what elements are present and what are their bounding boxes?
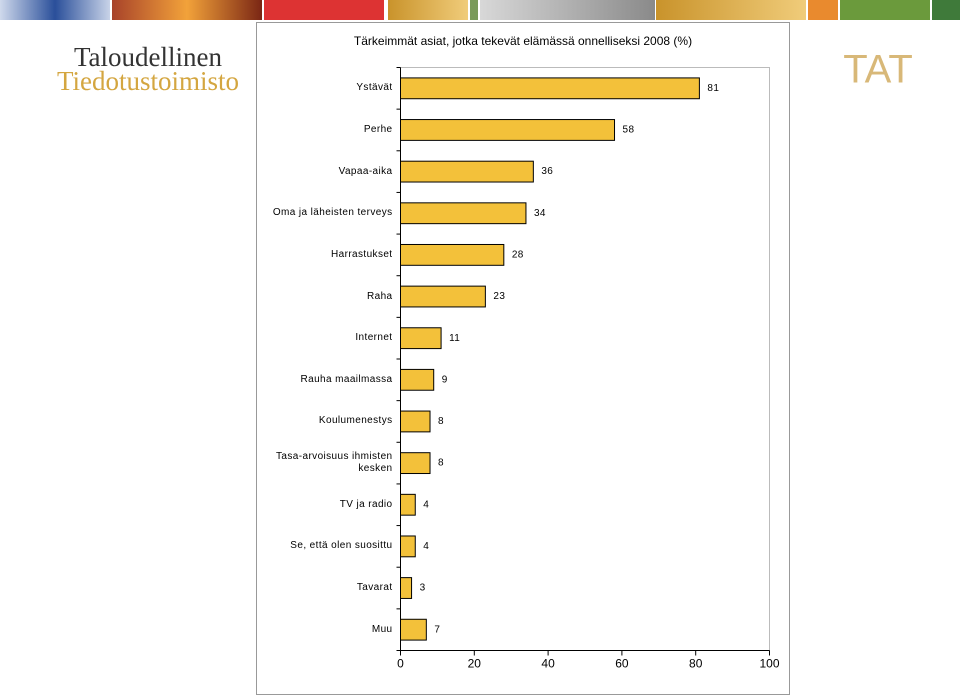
- category-label: Ystävät: [356, 82, 393, 94]
- value-label: 81: [707, 83, 719, 94]
- bar: [400, 535, 416, 558]
- bar: [400, 285, 486, 308]
- category-label: Harrastukset: [331, 248, 393, 260]
- x-tick-label: 100: [759, 657, 779, 671]
- value-label: 8: [438, 458, 444, 469]
- bar: [400, 202, 527, 225]
- category-label: Tavarat: [356, 582, 393, 594]
- bar: [400, 368, 435, 391]
- bar: [400, 160, 534, 183]
- logo-line2: Tiedotustoimisto: [57, 66, 239, 96]
- category-label: Se, että olen suosittu: [290, 540, 393, 552]
- value-label: 4: [423, 541, 429, 552]
- category-label: Muu: [371, 623, 393, 635]
- category-label: Oma ja läheisten terveys: [272, 207, 393, 219]
- bar: [400, 243, 505, 266]
- bar: [400, 119, 616, 141]
- bar: [400, 577, 413, 599]
- value-label: 11: [449, 333, 460, 344]
- category-label: Raha: [366, 290, 393, 302]
- value-label: 8: [438, 416, 444, 427]
- value-label: 34: [534, 208, 546, 219]
- bar: [400, 493, 416, 516]
- brand-logo: TAT: [843, 48, 913, 92]
- bar: [400, 410, 431, 433]
- category-label: Vapaa-aika: [338, 165, 393, 177]
- logo-line1: Taloudellinen: [74, 42, 223, 72]
- category-label: TV ja radio: [339, 498, 393, 510]
- value-label: 28: [512, 250, 524, 261]
- value-label: 9: [442, 374, 448, 385]
- category-label: Tasa-arvoisuus ihmisten kesken: [276, 451, 393, 475]
- category-label: Perhe: [363, 123, 393, 135]
- value-label: 3: [420, 583, 426, 594]
- banner: [0, 0, 960, 20]
- category-label: Internet: [355, 332, 393, 344]
- chart-title: Tärkeimmät asiat, jotka tekevät elämässä…: [354, 34, 692, 48]
- x-tick-label: 60: [615, 657, 629, 671]
- bar: [400, 77, 700, 100]
- value-label: 36: [541, 166, 553, 177]
- bar: [400, 618, 427, 641]
- x-tick-label: 40: [541, 657, 555, 671]
- x-tick-label: 20: [468, 657, 482, 671]
- bar: [400, 327, 442, 350]
- value-label: 23: [493, 291, 505, 302]
- x-tick-label: 80: [689, 657, 703, 671]
- bar: [400, 452, 431, 475]
- value-label: 4: [423, 499, 429, 510]
- x-tick-label: 0: [397, 657, 404, 671]
- category-label: Rauha maailmassa: [300, 373, 393, 385]
- value-label: 7: [434, 624, 440, 635]
- value-label: 58: [623, 125, 635, 136]
- category-label: Koulumenestys: [318, 415, 393, 427]
